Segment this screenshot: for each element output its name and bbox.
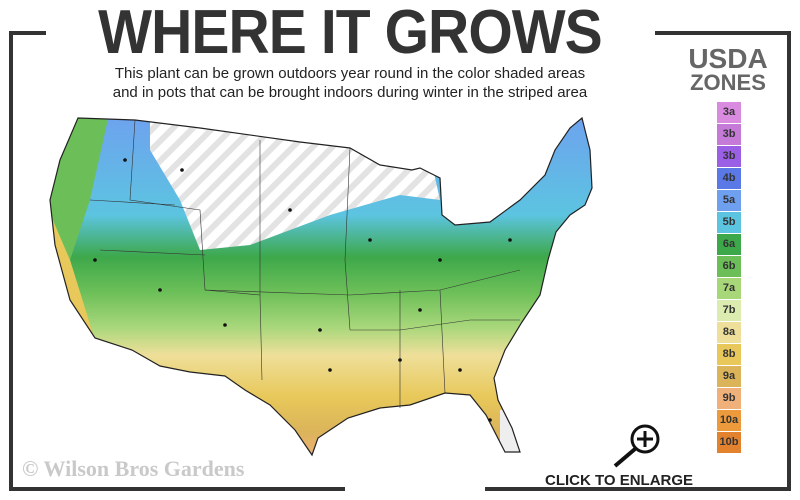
legend-zone-7a: 7a: [717, 278, 741, 299]
subtitle-line-1: This plant can be grown outdoors year ro…: [114, 65, 586, 82]
magnifier-plus-icon[interactable]: [610, 422, 666, 470]
city-dots: [93, 158, 512, 422]
legend-zone-3b: 3b: [717, 146, 741, 167]
click-to-enlarge-button[interactable]: CLICK TO ENLARGE: [545, 472, 694, 489]
watermark: © Wilson Bros Gardens: [22, 456, 245, 481]
frame-right: [787, 31, 791, 491]
legend-zone-10a: 10a: [717, 410, 741, 431]
legend-zone-7b: 7b: [717, 300, 741, 321]
legend-zone-4b: 4b: [717, 168, 741, 189]
page-title: WHERE IT GROWS: [98, 0, 603, 67]
map-fill: [50, 118, 592, 455]
legend-zone-10b: 10b: [717, 432, 741, 453]
legend-zone-5a: 5a: [717, 190, 741, 211]
frame-top-right: [655, 31, 791, 35]
legend-zone-6a: 6a: [717, 234, 741, 255]
legend-zone-9b: 9b: [717, 388, 741, 409]
state-borders: [89, 119, 521, 408]
legend-zone-6b: 6b: [717, 256, 741, 277]
legend-zone-3a: 3a: [717, 102, 741, 123]
page-subtitle: This plant can be grown outdoors year ro…: [40, 64, 660, 102]
legend-zone-5b: 5b: [717, 212, 741, 233]
us-outline: [49, 116, 593, 457]
frame-bottom-left: [9, 487, 345, 491]
legend-title-line-2: ZONES: [690, 70, 766, 95]
frame-bottom-right: [485, 487, 791, 491]
zone-legend: 3a 3b 3b 4b 5a 5b 6a 6b 7a 7b 8a 8b 9a 9b 10a 10b: [717, 102, 741, 454]
legend-zone-3b: 3b: [717, 124, 741, 145]
legend-title: USDA ZONES: [678, 43, 778, 95]
subtitle-line-2: and in pots that can be brought indoors …: [112, 84, 588, 101]
legend-title-line-1: USDA: [688, 43, 768, 74]
legend-zone-8a: 8a: [717, 322, 741, 343]
legend-zone-8b: 8b: [717, 344, 741, 365]
frame-left: [9, 31, 13, 491]
legend-zone-9a: 9a: [717, 366, 741, 387]
frame-top-left: [10, 31, 46, 35]
